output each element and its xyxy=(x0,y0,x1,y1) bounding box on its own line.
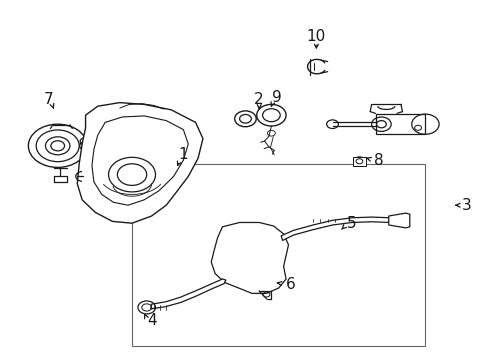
Text: 5: 5 xyxy=(346,216,356,231)
Polygon shape xyxy=(211,222,288,293)
Text: 1: 1 xyxy=(178,147,188,162)
Polygon shape xyxy=(375,114,425,134)
Text: 10: 10 xyxy=(306,28,325,44)
Polygon shape xyxy=(77,103,203,223)
Text: 4: 4 xyxy=(146,313,156,328)
Polygon shape xyxy=(150,279,225,309)
Text: 3: 3 xyxy=(461,198,471,213)
Polygon shape xyxy=(92,116,188,205)
Polygon shape xyxy=(352,157,366,166)
Text: 9: 9 xyxy=(271,90,281,105)
Text: 7: 7 xyxy=(44,91,54,107)
Text: 8: 8 xyxy=(373,153,383,168)
Text: 2: 2 xyxy=(254,91,264,107)
Polygon shape xyxy=(281,217,390,240)
Bar xyxy=(132,164,425,346)
Text: 6: 6 xyxy=(285,277,295,292)
Polygon shape xyxy=(388,213,409,228)
